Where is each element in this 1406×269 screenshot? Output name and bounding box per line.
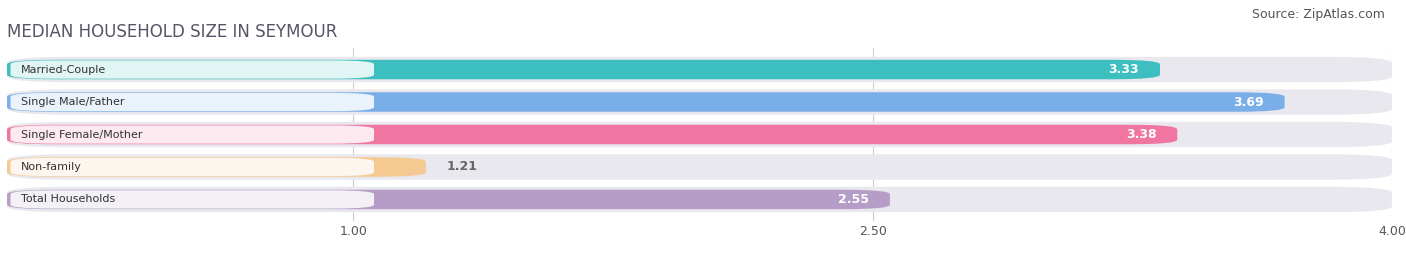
- Text: Source: ZipAtlas.com: Source: ZipAtlas.com: [1251, 8, 1385, 21]
- Text: Total Households: Total Households: [21, 194, 115, 204]
- FancyBboxPatch shape: [7, 187, 1392, 212]
- Text: MEDIAN HOUSEHOLD SIZE IN SEYMOUR: MEDIAN HOUSEHOLD SIZE IN SEYMOUR: [7, 23, 337, 41]
- FancyBboxPatch shape: [10, 190, 374, 208]
- FancyBboxPatch shape: [10, 158, 374, 176]
- FancyBboxPatch shape: [7, 60, 1160, 79]
- Text: 3.69: 3.69: [1233, 95, 1264, 108]
- FancyBboxPatch shape: [7, 154, 1392, 180]
- Text: 1.21: 1.21: [447, 161, 478, 174]
- Text: Married-Couple: Married-Couple: [21, 65, 105, 75]
- FancyBboxPatch shape: [7, 157, 426, 177]
- FancyBboxPatch shape: [7, 57, 1392, 82]
- FancyBboxPatch shape: [7, 92, 1285, 112]
- Text: Single Male/Father: Single Male/Father: [21, 97, 124, 107]
- FancyBboxPatch shape: [10, 93, 374, 111]
- FancyBboxPatch shape: [10, 61, 374, 79]
- Text: Single Female/Mother: Single Female/Mother: [21, 129, 142, 140]
- FancyBboxPatch shape: [7, 190, 890, 209]
- Text: 2.55: 2.55: [838, 193, 869, 206]
- Text: 3.38: 3.38: [1126, 128, 1157, 141]
- FancyBboxPatch shape: [7, 125, 1177, 144]
- FancyBboxPatch shape: [7, 122, 1392, 147]
- Text: Non-family: Non-family: [21, 162, 82, 172]
- Text: 3.33: 3.33: [1108, 63, 1139, 76]
- FancyBboxPatch shape: [7, 89, 1392, 115]
- FancyBboxPatch shape: [10, 125, 374, 144]
